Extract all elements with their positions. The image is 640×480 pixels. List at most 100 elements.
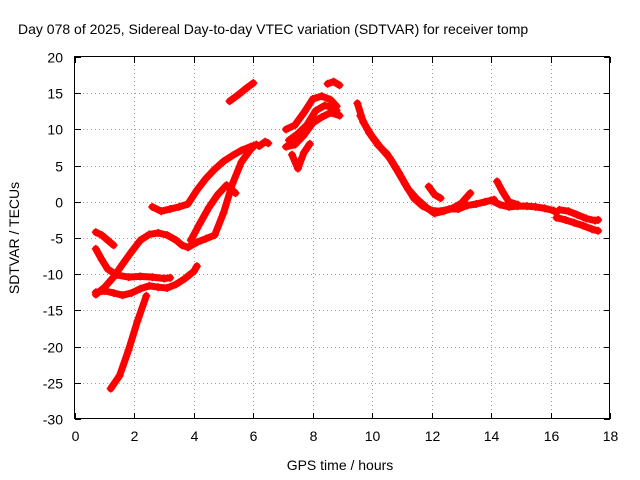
data-point	[293, 164, 302, 173]
data-point	[499, 188, 507, 197]
data-point	[136, 272, 145, 281]
data-point	[582, 214, 591, 223]
y-axis-title: SDTVAR / TECUs	[6, 182, 22, 294]
data-point	[472, 199, 481, 208]
data-point	[136, 236, 145, 245]
data-point	[100, 283, 109, 292]
data-point	[594, 226, 603, 235]
y-tick-label: -10	[43, 267, 63, 283]
data-point	[127, 247, 136, 256]
data-point	[175, 202, 184, 211]
data-point	[353, 99, 362, 108]
data-point	[97, 255, 106, 264]
axis-ticks: 0 2 4 6 8 10 12 14 16 18 -30 -25 -20 -15 -10 -5 0 5 10 15 20	[43, 50, 619, 445]
data-point	[166, 205, 175, 214]
data-point	[481, 197, 490, 206]
plot-frame	[74, 56, 610, 419]
y-tick-label: -30	[43, 412, 63, 428]
x-tick-label: 0	[72, 428, 80, 444]
series-arc-s	[493, 178, 522, 209]
data-point	[225, 97, 234, 106]
x-tick-label: 18	[603, 428, 619, 444]
data-point	[210, 231, 219, 240]
data-point	[573, 210, 582, 219]
data-point	[103, 265, 112, 274]
data-point	[204, 203, 213, 212]
data-point	[383, 150, 392, 159]
data-point	[326, 95, 335, 104]
data-point	[124, 273, 133, 282]
data-point	[136, 284, 145, 293]
data-point	[454, 205, 463, 214]
data-point	[154, 283, 163, 292]
data-point	[192, 186, 201, 195]
data-point	[180, 274, 189, 283]
x-tick-label: 6	[250, 428, 258, 444]
data-point	[97, 231, 106, 240]
data-point	[186, 236, 195, 245]
data-point	[133, 317, 142, 326]
data-point	[109, 289, 118, 298]
series-arc-p	[356, 112, 498, 215]
data-point	[282, 142, 291, 151]
data-point	[172, 236, 181, 245]
data-point	[463, 201, 472, 210]
data-point	[493, 177, 502, 186]
x-tick-label: 8	[310, 428, 318, 444]
data-point	[163, 231, 172, 240]
data-point	[555, 205, 564, 214]
data-point	[487, 196, 496, 205]
data-point	[154, 228, 163, 237]
data-point	[424, 182, 433, 191]
data-point	[436, 207, 445, 216]
series-arc-g	[187, 181, 239, 244]
data-point	[166, 273, 175, 282]
data-point	[163, 283, 172, 292]
data-point	[109, 273, 118, 282]
data-point	[106, 384, 115, 393]
y-tick-label: 5	[55, 159, 63, 175]
data-point	[513, 200, 522, 209]
data-point	[213, 190, 222, 199]
data-point	[264, 139, 273, 148]
data-point	[103, 236, 112, 245]
data-point	[246, 142, 255, 151]
data-point	[210, 165, 219, 174]
y-tick-label: 15	[47, 86, 63, 102]
data-point	[335, 81, 344, 90]
data-point	[148, 202, 157, 211]
data-point	[552, 213, 561, 222]
data-point	[228, 151, 237, 160]
data-point	[237, 146, 246, 155]
data-point	[109, 241, 118, 250]
series-arc-m	[288, 140, 314, 172]
data-point	[305, 139, 314, 148]
data-point	[311, 106, 320, 115]
data-point	[282, 125, 291, 134]
data-point	[504, 197, 513, 206]
data-point	[192, 262, 201, 271]
data-point	[329, 77, 338, 86]
data-point	[427, 206, 436, 215]
y-tick-label: -15	[43, 303, 63, 319]
y-tick-label: 20	[47, 50, 63, 66]
data-point	[588, 225, 597, 234]
data-point	[91, 228, 100, 237]
data-point	[299, 148, 308, 157]
data-point	[561, 215, 570, 224]
data-point	[564, 207, 573, 216]
data-point	[594, 215, 603, 224]
y-tick-label: -20	[43, 340, 63, 356]
data-point	[178, 241, 186, 250]
data-point	[299, 108, 308, 117]
data-point	[570, 218, 579, 227]
data-point	[308, 94, 317, 103]
y-tick-label: -5	[51, 231, 64, 247]
data-point	[496, 200, 505, 209]
data-point	[142, 291, 151, 300]
data-point	[243, 83, 252, 92]
data-point	[466, 189, 475, 198]
x-tick-label: 14	[484, 428, 500, 444]
data-point	[219, 157, 228, 166]
